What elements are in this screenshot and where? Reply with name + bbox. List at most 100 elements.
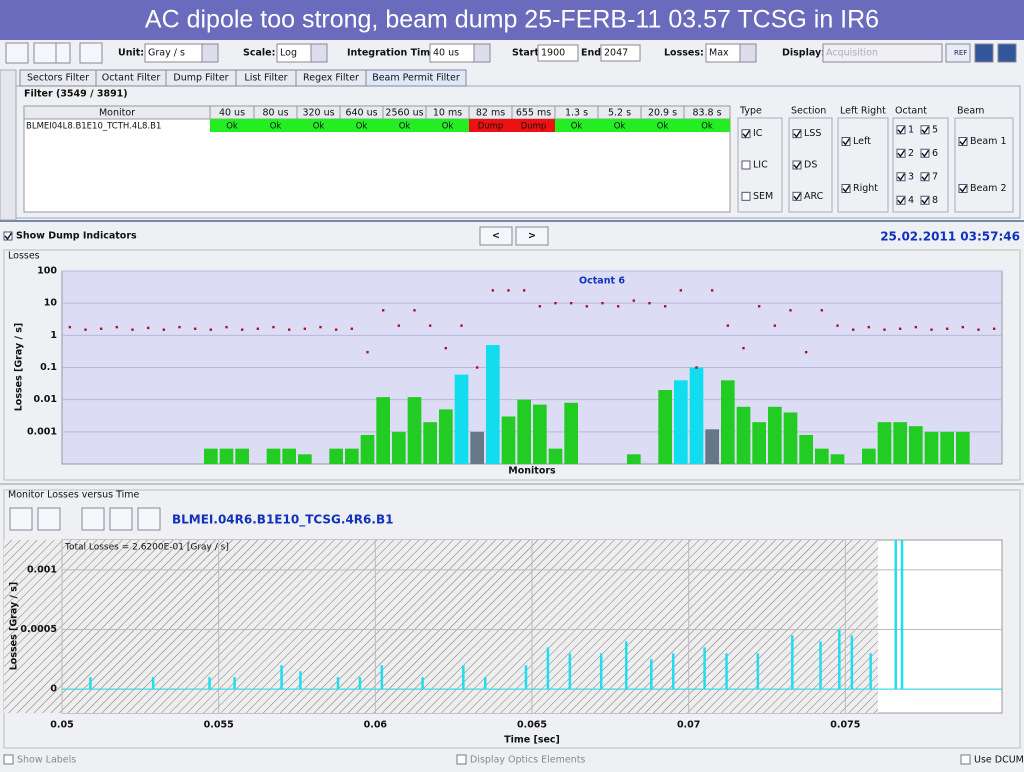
dot <box>146 326 150 330</box>
header-label: 320 us <box>302 108 334 119</box>
checkbox[interactable] <box>741 160 751 170</box>
checkbox-label: Show Labels <box>17 755 76 766</box>
check-mark <box>959 138 968 146</box>
group-title: Beam <box>957 106 984 117</box>
checkbox[interactable] <box>896 125 906 135</box>
checkbox[interactable] <box>958 184 968 193</box>
tool-button[interactable] <box>37 507 61 531</box>
checkbox[interactable] <box>958 137 968 146</box>
checkbox[interactable] <box>741 129 751 139</box>
window-button[interactable] <box>997 43 1017 63</box>
cell-text: Ok <box>356 122 368 132</box>
checkbox[interactable] <box>792 191 802 201</box>
tool-button[interactable] <box>33 42 57 64</box>
spinner[interactable] <box>600 44 641 62</box>
nav-button[interactable] <box>479 226 513 246</box>
dropdown-arrow[interactable] <box>310 43 328 63</box>
bar <box>658 389 672 464</box>
tool-button[interactable] <box>109 507 133 531</box>
group-box <box>892 117 949 213</box>
cell <box>555 119 598 132</box>
check-mark <box>793 130 802 138</box>
checkbox[interactable] <box>896 148 906 158</box>
header-label: 655 ms <box>516 108 551 119</box>
checkbox[interactable] <box>920 125 930 135</box>
title-bar <box>0 0 1024 40</box>
checkbox[interactable] <box>792 129 802 139</box>
dot <box>303 327 307 330</box>
x-tick-label: 0.055 <box>204 720 234 731</box>
dropdown-arrow[interactable] <box>201 43 219 63</box>
cell <box>641 119 684 132</box>
checkbox[interactable] <box>741 191 751 201</box>
spinner[interactable] <box>537 44 579 62</box>
bar <box>736 406 751 464</box>
checkbox[interactable] <box>792 160 802 170</box>
tool-button[interactable] <box>79 42 103 64</box>
bar <box>924 431 939 464</box>
checkbox[interactable] <box>920 148 930 158</box>
tool-button[interactable] <box>137 507 161 531</box>
ref-button[interactable] <box>945 43 971 63</box>
check-mark <box>842 138 851 146</box>
dot <box>287 328 291 331</box>
bar <box>533 404 547 464</box>
tool-button[interactable] <box>81 507 105 531</box>
dot <box>381 309 385 312</box>
checkbox[interactable] <box>920 195 930 205</box>
checkbox[interactable] <box>896 172 906 182</box>
dropdown-value: Gray / s <box>148 48 185 59</box>
tool-button[interactable] <box>9 507 33 531</box>
group-title: Left Right <box>840 106 886 117</box>
checkbox[interactable] <box>841 184 851 193</box>
bar <box>674 380 688 464</box>
spike <box>568 653 572 690</box>
dot <box>475 366 479 369</box>
spike <box>650 659 653 690</box>
dropdown[interactable] <box>822 43 943 63</box>
bar <box>752 422 766 464</box>
dot <box>648 301 651 305</box>
tab-label: Sectors Filter <box>27 73 89 84</box>
checkbox[interactable] <box>3 754 14 765</box>
dropdown-arrow[interactable] <box>739 43 757 63</box>
tab[interactable] <box>365 69 467 87</box>
checkbox-label: 6 <box>932 148 938 159</box>
checkbox[interactable] <box>456 754 467 765</box>
y-tick-label: 0.001 <box>27 564 57 575</box>
tool-button[interactable] <box>5 42 29 64</box>
checkbox-label: LSS <box>804 128 821 139</box>
check-mark <box>959 185 968 193</box>
dot <box>68 325 72 329</box>
cell <box>512 119 555 132</box>
checkbox-label: Display Optics Elements <box>470 755 585 766</box>
checkbox[interactable] <box>841 137 851 146</box>
tool-button[interactable] <box>55 42 71 64</box>
bar <box>298 454 312 464</box>
save-button[interactable] <box>974 43 994 63</box>
dot <box>757 305 761 308</box>
checkbox-label: 5 <box>932 124 938 135</box>
dot <box>773 324 777 327</box>
checkbox[interactable] <box>3 231 13 241</box>
dot <box>225 325 228 329</box>
y-axis-label: Losses [Gray / s] <box>9 582 20 671</box>
cell-text: Ok <box>571 122 583 132</box>
dropdown-arrow[interactable] <box>473 43 491 63</box>
dot <box>867 325 871 329</box>
dot <box>820 309 824 312</box>
checkbox[interactable] <box>896 195 906 205</box>
dot <box>663 305 667 308</box>
x-tick-label: 0.06 <box>364 720 388 731</box>
tab-label: Octant Filter <box>102 73 161 84</box>
dot <box>334 328 338 331</box>
cell-text: Ok <box>614 122 626 132</box>
dot <box>945 327 949 330</box>
checkbox[interactable] <box>920 172 930 182</box>
bar <box>219 448 234 464</box>
checkbox-label: 1 <box>908 124 914 135</box>
spike <box>672 653 675 690</box>
nav-button[interactable] <box>515 226 549 246</box>
checkbox[interactable] <box>960 754 971 765</box>
